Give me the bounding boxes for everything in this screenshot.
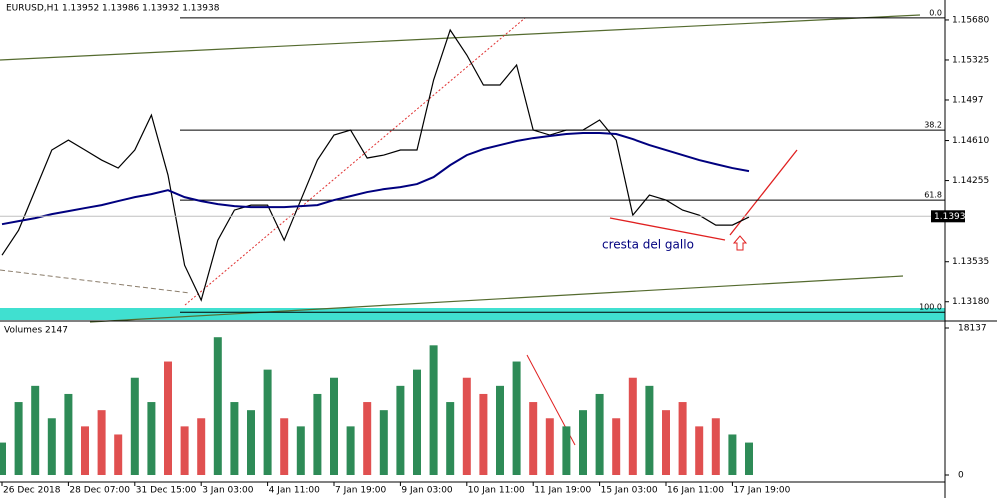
volume-bar bbox=[678, 402, 687, 475]
volume-bar bbox=[446, 402, 455, 475]
y-tick-label: 0 bbox=[958, 471, 964, 481]
volume-bar bbox=[247, 410, 255, 475]
volume-bar bbox=[97, 410, 106, 475]
volume-bar bbox=[545, 418, 554, 475]
volume-bar bbox=[64, 393, 73, 475]
x-tick-label: 3 Jan 03:00 bbox=[202, 486, 254, 496]
volume-bar bbox=[213, 337, 222, 475]
volume-bar bbox=[579, 410, 587, 475]
volume-bar bbox=[296, 426, 305, 475]
channel-line bbox=[0, 14, 921, 61]
price-line bbox=[1, 28, 750, 302]
y-tick-label: 18137 bbox=[958, 324, 987, 334]
volume-bar bbox=[346, 426, 355, 475]
volume-bar bbox=[562, 426, 571, 475]
y-tick-label: 1.15680 bbox=[952, 15, 989, 25]
y-tick-label: 1.15325 bbox=[952, 55, 989, 65]
volume-bar bbox=[413, 369, 421, 475]
volume-bar bbox=[230, 402, 239, 475]
volume-bar bbox=[363, 402, 372, 475]
volume-bar bbox=[31, 385, 40, 475]
volume-bar bbox=[479, 393, 488, 475]
volume-bar bbox=[612, 418, 621, 475]
x-tick-label: 11 Jan 19:00 bbox=[534, 486, 591, 496]
volume-bar bbox=[114, 434, 123, 475]
x-tick-label: 10 Jan 11:00 bbox=[468, 486, 525, 496]
volume-bar bbox=[628, 377, 637, 475]
moving-average bbox=[1, 132, 750, 226]
volume-bar bbox=[711, 418, 720, 475]
volume-bar bbox=[396, 385, 405, 475]
volume-bar bbox=[330, 377, 338, 475]
channel-line bbox=[89, 275, 904, 323]
volume-bar bbox=[81, 426, 89, 475]
volume-bar bbox=[462, 377, 471, 475]
volume-bar bbox=[47, 418, 56, 475]
level-label: 61.8 bbox=[924, 191, 942, 200]
price-tag bbox=[931, 210, 965, 223]
volume-bar bbox=[280, 418, 289, 475]
volume-bar bbox=[164, 361, 172, 475]
annotation: cresta del gallo bbox=[602, 238, 694, 252]
volume-bar bbox=[147, 402, 156, 475]
y-tick-label: 1.13535 bbox=[952, 257, 989, 267]
arrow bbox=[732, 235, 748, 251]
volume-bar bbox=[645, 385, 654, 475]
x-tick-label: 17 Jan 19:00 bbox=[733, 486, 790, 496]
volume-title: Volumes 2147 bbox=[4, 326, 68, 336]
x-tick-label: 26 Dec 2018 bbox=[3, 486, 61, 496]
volume-bar bbox=[595, 393, 604, 475]
x-tick-label: 31 Dec 15:00 bbox=[136, 486, 197, 496]
x-tick-label: 28 Dec 07:00 bbox=[69, 486, 130, 496]
volume-bar bbox=[728, 434, 737, 475]
volume-bar bbox=[662, 410, 670, 475]
volume-bar bbox=[745, 442, 753, 475]
level-label: 100.0 bbox=[919, 303, 942, 312]
band bbox=[0, 308, 945, 320]
level-label: 38.2 bbox=[924, 121, 942, 130]
x-tick-label: 15 Jan 03:00 bbox=[601, 486, 658, 496]
price-tag-label: 1.13938 bbox=[934, 212, 971, 222]
volume-bar bbox=[263, 369, 272, 475]
chart-title: EURUSD,H1 1.13952 1.13986 1.13932 1.1393… bbox=[6, 4, 220, 14]
volume-bar bbox=[14, 402, 23, 475]
volume-bar bbox=[695, 426, 704, 475]
y-tick-label: 1.14255 bbox=[952, 176, 989, 186]
volume-bar bbox=[313, 393, 322, 475]
level-label: 0.0 bbox=[929, 8, 942, 17]
volume-bar bbox=[529, 402, 538, 475]
volume-bar bbox=[512, 361, 521, 475]
volume-bar bbox=[0, 442, 6, 475]
volume-bar bbox=[130, 377, 139, 475]
x-tick-label: 9 Jan 03:00 bbox=[401, 486, 453, 496]
volume-bar bbox=[197, 418, 206, 475]
volume-bar bbox=[180, 426, 189, 475]
trend-line bbox=[609, 217, 726, 241]
x-tick-label: 4 Jan 11:00 bbox=[269, 486, 321, 496]
x-tick-label: 7 Jan 19:00 bbox=[335, 486, 387, 496]
volume-bar bbox=[496, 385, 504, 475]
y-tick-label: 1.1497 bbox=[952, 95, 984, 105]
volume-bar bbox=[379, 410, 388, 475]
y-tick-label: 1.13180 bbox=[952, 297, 989, 307]
x-tick-label: 16 Jan 11:00 bbox=[667, 486, 724, 496]
volume-bar bbox=[429, 345, 438, 475]
y-tick-label: 1.14610 bbox=[952, 136, 989, 146]
